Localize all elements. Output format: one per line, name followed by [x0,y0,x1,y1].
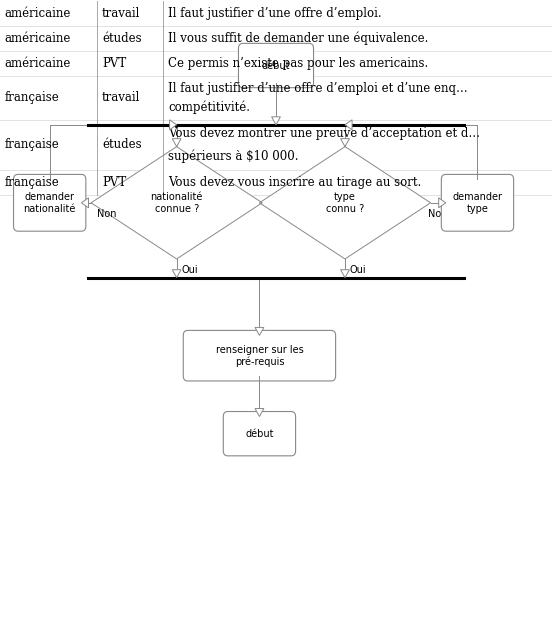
Text: française: française [4,176,59,188]
Text: Ce permis n’existe pas pour les americains.: Ce permis n’existe pas pour les americai… [168,57,428,70]
Text: études: études [102,32,142,45]
Text: française: française [4,139,59,151]
Polygon shape [255,328,264,336]
Text: supérieurs à $10 000.: supérieurs à $10 000. [168,149,299,162]
FancyBboxPatch shape [13,174,86,231]
Polygon shape [341,270,349,278]
Text: travail: travail [102,7,141,20]
Text: américaine: américaine [4,32,71,45]
Text: française: française [4,92,59,104]
Text: PVT: PVT [102,176,126,188]
FancyBboxPatch shape [183,331,336,381]
Polygon shape [341,139,349,147]
FancyBboxPatch shape [223,412,296,456]
Text: renseigner sur les
pré-requis: renseigner sur les pré-requis [216,344,303,367]
Polygon shape [439,198,446,208]
Text: Il faut justifier d’une offre d’emploi et d’une enq…: Il faut justifier d’une offre d’emploi e… [168,82,468,95]
Text: demander
type: demander type [453,192,502,213]
Text: compétitivité.: compétitivité. [168,101,251,114]
Polygon shape [345,120,352,130]
Text: Oui: Oui [181,265,198,275]
Text: nationalité
connue ?: nationalité connue ? [151,192,203,213]
FancyBboxPatch shape [442,174,513,231]
Text: américaine: américaine [4,7,71,20]
Polygon shape [91,147,262,259]
Polygon shape [169,120,177,130]
Polygon shape [272,117,280,125]
Text: PVT: PVT [102,57,126,70]
FancyBboxPatch shape [238,43,314,88]
Text: Il faut justifier d’une offre d’emploi.: Il faut justifier d’une offre d’emploi. [168,7,382,20]
Text: Vous devez montrer une preuve d’acceptation et d…: Vous devez montrer une preuve d’acceptat… [168,127,480,140]
Polygon shape [172,139,181,147]
Text: Il vous suffit de demander une équivalence.: Il vous suffit de demander une équivalen… [168,32,429,46]
Text: demander
nationalité: demander nationalité [24,192,76,213]
Text: Non: Non [97,208,116,218]
Polygon shape [82,198,88,208]
Text: Vous devez vous inscrire au tirage au sort.: Vous devez vous inscrire au tirage au so… [168,176,422,188]
Text: début: début [245,429,274,439]
Text: Oui: Oui [349,265,366,275]
Polygon shape [172,270,181,278]
Text: Non: Non [428,208,447,218]
Text: travail: travail [102,92,141,104]
Text: études: études [102,139,142,151]
Polygon shape [255,409,264,417]
Text: américaine: américaine [4,57,71,70]
Text: type
connu ?: type connu ? [326,192,364,213]
Text: début: début [262,61,290,71]
Polygon shape [259,147,431,259]
